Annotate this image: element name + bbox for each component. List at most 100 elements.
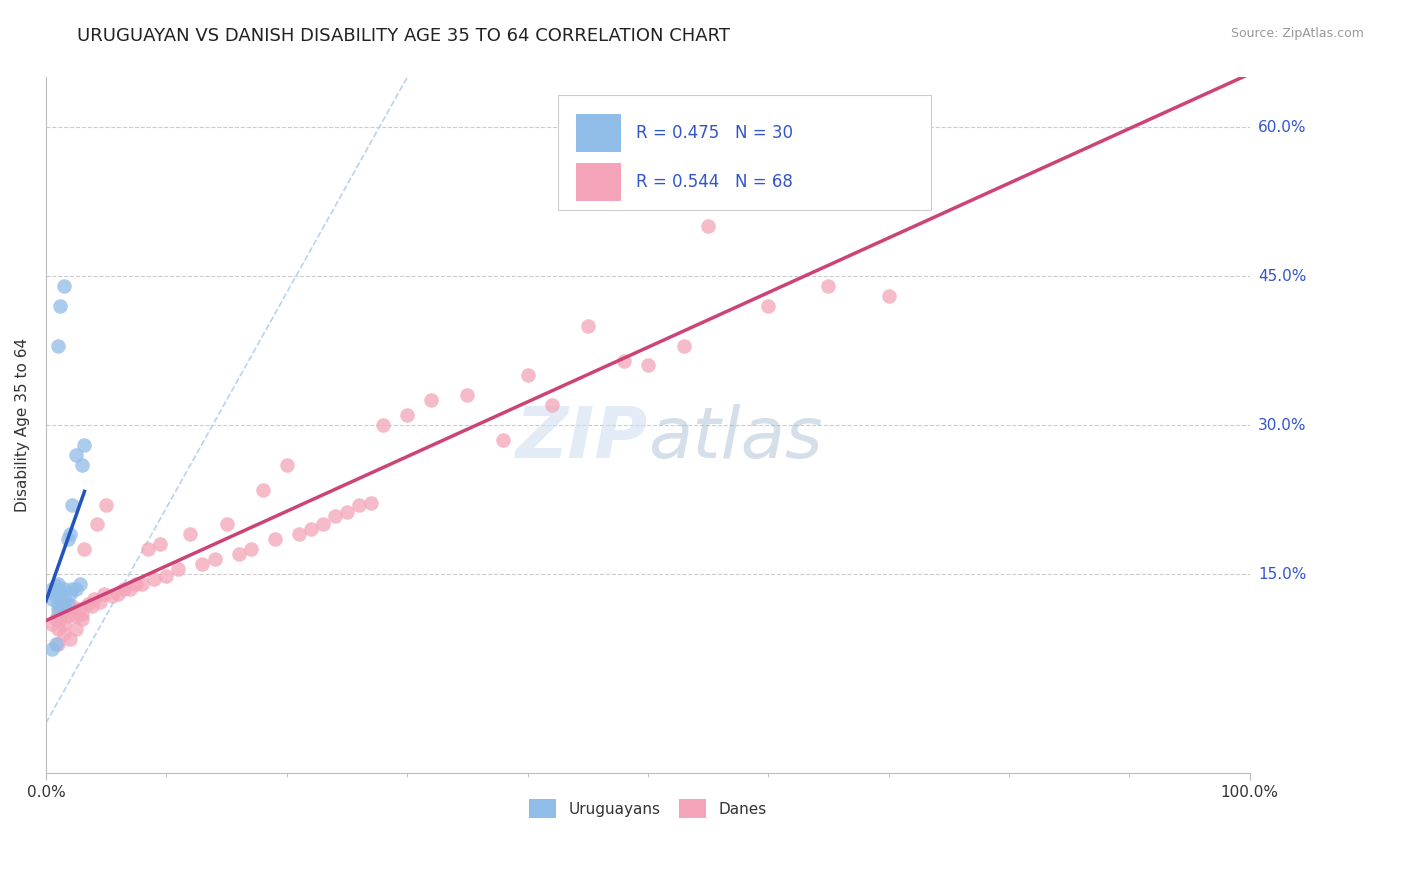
Point bbox=[62, 582, 84, 596]
Point bbox=[53, 599, 76, 613]
Point bbox=[49, 612, 72, 626]
Point bbox=[45, 579, 67, 593]
Point bbox=[46, 602, 69, 616]
Point bbox=[613, 353, 636, 368]
Point bbox=[46, 637, 69, 651]
Point bbox=[41, 591, 63, 606]
Text: 60.0%: 60.0% bbox=[1258, 120, 1306, 135]
Point bbox=[149, 537, 172, 551]
Point bbox=[49, 299, 72, 313]
Point bbox=[70, 607, 93, 621]
Point bbox=[59, 605, 82, 619]
Text: R = 0.475   N = 30: R = 0.475 N = 30 bbox=[636, 124, 793, 142]
Point bbox=[288, 527, 311, 541]
Point bbox=[492, 433, 515, 447]
Point bbox=[69, 577, 91, 591]
Point bbox=[215, 517, 238, 532]
Point bbox=[46, 577, 69, 591]
Point bbox=[143, 572, 166, 586]
Point bbox=[191, 557, 214, 571]
Point bbox=[576, 318, 599, 333]
Point bbox=[756, 299, 779, 313]
Point bbox=[204, 552, 226, 566]
Point bbox=[420, 393, 443, 408]
Point bbox=[179, 527, 201, 541]
Point bbox=[396, 408, 419, 422]
Point bbox=[70, 612, 93, 626]
Text: Source: ZipAtlas.com: Source: ZipAtlas.com bbox=[1230, 27, 1364, 40]
Point bbox=[49, 595, 72, 609]
Point bbox=[93, 587, 115, 601]
Text: URUGUAYAN VS DANISH DISABILITY AGE 35 TO 64 CORRELATION CHART: URUGUAYAN VS DANISH DISABILITY AGE 35 TO… bbox=[77, 27, 730, 45]
Point bbox=[65, 608, 87, 623]
Point bbox=[456, 388, 478, 402]
Point bbox=[53, 602, 76, 616]
Point bbox=[80, 599, 103, 613]
Point bbox=[49, 585, 72, 599]
Point bbox=[56, 608, 79, 623]
Point bbox=[817, 279, 839, 293]
Point bbox=[107, 587, 129, 601]
Point bbox=[299, 522, 322, 536]
Y-axis label: Disability Age 35 to 64: Disability Age 35 to 64 bbox=[15, 338, 30, 512]
Point bbox=[70, 458, 93, 472]
Point bbox=[53, 591, 76, 606]
Point bbox=[45, 612, 67, 626]
Point bbox=[46, 587, 69, 601]
Point bbox=[59, 587, 82, 601]
Text: atlas: atlas bbox=[648, 404, 823, 474]
Text: 15.0%: 15.0% bbox=[1258, 566, 1306, 582]
FancyBboxPatch shape bbox=[558, 95, 931, 210]
Point bbox=[53, 279, 76, 293]
Point bbox=[62, 599, 84, 613]
Point bbox=[120, 582, 142, 596]
Point bbox=[637, 359, 659, 373]
Point bbox=[65, 622, 87, 636]
Point bbox=[96, 498, 118, 512]
Text: R = 0.544   N = 68: R = 0.544 N = 68 bbox=[636, 173, 793, 192]
Point bbox=[45, 637, 67, 651]
Point bbox=[252, 483, 274, 497]
Point bbox=[131, 577, 153, 591]
Point bbox=[59, 527, 82, 541]
Text: 30.0%: 30.0% bbox=[1258, 417, 1306, 433]
Point bbox=[46, 622, 69, 636]
Point bbox=[41, 641, 63, 656]
Point bbox=[53, 616, 76, 631]
Text: ZIP: ZIP bbox=[516, 404, 648, 474]
Text: 45.0%: 45.0% bbox=[1258, 268, 1306, 284]
Point bbox=[360, 495, 382, 509]
Point bbox=[65, 582, 87, 596]
Point bbox=[697, 219, 720, 234]
Point bbox=[155, 569, 177, 583]
Point bbox=[41, 616, 63, 631]
Point bbox=[540, 398, 562, 412]
Point bbox=[347, 498, 370, 512]
Point bbox=[73, 542, 96, 557]
Point bbox=[53, 626, 76, 640]
Point bbox=[125, 577, 148, 591]
Point bbox=[45, 589, 67, 603]
Point bbox=[73, 438, 96, 452]
Point bbox=[112, 582, 135, 596]
Point bbox=[46, 582, 69, 596]
Point bbox=[228, 547, 250, 561]
Point bbox=[62, 498, 84, 512]
Point bbox=[336, 506, 359, 520]
Point bbox=[136, 542, 159, 557]
Point bbox=[276, 458, 298, 472]
Point bbox=[239, 542, 262, 557]
Point bbox=[312, 517, 335, 532]
Point bbox=[672, 338, 695, 352]
Point bbox=[83, 591, 105, 606]
Point bbox=[65, 448, 87, 462]
Point bbox=[56, 597, 79, 611]
Point bbox=[41, 582, 63, 596]
Point bbox=[46, 338, 69, 352]
Point bbox=[371, 418, 394, 433]
Point bbox=[46, 607, 69, 621]
Legend: Uruguayans, Danes: Uruguayans, Danes bbox=[523, 793, 773, 824]
Point bbox=[516, 368, 538, 383]
Point bbox=[86, 517, 108, 532]
Point bbox=[53, 582, 76, 596]
